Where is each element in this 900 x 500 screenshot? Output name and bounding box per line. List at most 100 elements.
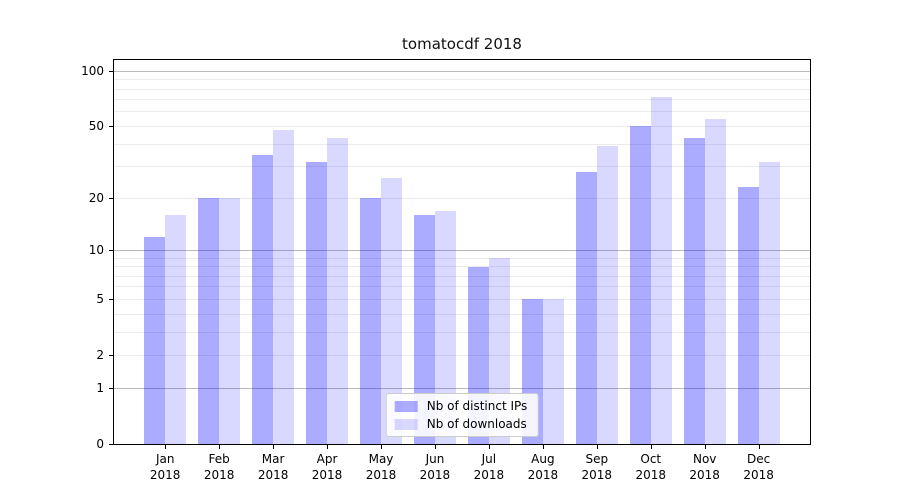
x-tick-jan	[165, 445, 167, 449]
legend-swatch-distinct-ips	[394, 400, 418, 412]
bar-jan-downloads	[165, 215, 187, 444]
x-tick-jun	[434, 445, 436, 449]
x-tick-label-jul: Jul 2018	[459, 452, 519, 483]
bar-nov-distinct-ips	[683, 138, 705, 444]
x-tick-label-year: 2018	[311, 467, 343, 482]
gridline-minor-60	[114, 111, 810, 113]
x-tick-label-year: 2018	[419, 467, 451, 482]
x-tick-label-month: Dec	[747, 452, 771, 466]
y-tick-2	[109, 354, 113, 356]
bar-sep-downloads	[596, 146, 618, 444]
x-tick-label-oct: Oct 2018	[621, 452, 681, 483]
legend-swatch-downloads	[394, 418, 418, 430]
legend-label-distinct-ips: Nb of distinct IPs	[426, 399, 528, 413]
bar-may-distinct-ips	[360, 198, 381, 444]
x-tick-dec	[758, 445, 760, 449]
x-tick-label-dec: Dec 2018	[729, 452, 789, 483]
gridline-minor-4	[114, 313, 810, 315]
x-tick-label-month: Feb	[208, 452, 230, 466]
x-tick-nov	[704, 445, 706, 449]
y-tick-label-2: 2	[96, 348, 104, 363]
gridline-minor-30	[114, 166, 810, 168]
y-tick-label-10: 10	[88, 243, 104, 258]
gridline-minor-7	[114, 275, 810, 277]
gridline-minor-5	[114, 298, 810, 300]
x-tick-label-month: Aug	[531, 452, 555, 466]
x-tick-label-month: Jan	[155, 452, 175, 466]
x-tick-aug	[542, 445, 544, 449]
gridline-minor-50	[114, 125, 810, 127]
bar-oct-downloads	[650, 97, 672, 444]
x-tick-label-month: May	[368, 452, 394, 466]
chart-title: tomatocdf 2018	[402, 35, 522, 53]
gridline-minor-3	[114, 331, 810, 333]
x-tick-label-month: Jun	[425, 452, 445, 466]
x-tick-label-year: 2018	[581, 467, 613, 482]
bar-apr-downloads	[327, 138, 349, 444]
x-tick-label-mar: Mar 2018	[243, 452, 303, 483]
y-tick-label-1: 1	[96, 381, 104, 395]
gridline-minor-80	[114, 88, 810, 90]
x-tick-label-month: Jul	[481, 452, 497, 466]
x-tick-label-aug: Aug 2018	[513, 452, 573, 483]
bar-aug-downloads	[542, 299, 564, 444]
y-tick-label-100: 100	[81, 64, 104, 79]
x-tick-label-jun: Jun 2018	[405, 452, 465, 483]
x-tick-jul	[488, 445, 490, 449]
bar-jun-downloads	[434, 210, 456, 444]
gridline-minor-70	[114, 99, 810, 101]
legend: Nb of distinct IPs Nb of downloads	[385, 393, 539, 437]
bar-mar-distinct-ips	[252, 154, 274, 444]
y-tick-label-20: 20	[88, 191, 104, 206]
x-tick-label-sep: Sep 2018	[567, 452, 627, 483]
x-tick-label-year: 2018	[743, 467, 774, 482]
bar-oct-distinct-ips	[629, 126, 651, 444]
y-tick-20	[109, 197, 113, 199]
x-tick-label-year: 2018	[203, 467, 235, 482]
bar-sep-distinct-ips	[575, 172, 597, 444]
x-tick-label-jan: Jan 2018	[135, 452, 195, 483]
y-tick-5	[109, 298, 113, 300]
bar-mar-downloads	[273, 129, 295, 444]
gridline-minor-40	[114, 143, 810, 145]
x-tick-oct	[650, 445, 652, 449]
gridline-minor-90	[114, 79, 810, 81]
x-tick-label-year: 2018	[365, 467, 397, 482]
legend-label-downloads: Nb of downloads	[426, 417, 527, 431]
x-tick-sep	[596, 445, 598, 449]
x-tick-may	[381, 445, 382, 449]
x-tick-label-month: Sep	[585, 452, 609, 466]
bar-may-downloads	[381, 177, 402, 444]
x-tick-feb	[219, 445, 221, 449]
y-tick-1	[109, 387, 113, 389]
gridline-minor-6	[114, 286, 810, 288]
y-tick-100	[109, 70, 113, 72]
bar-feb-downloads	[219, 198, 241, 444]
x-tick-apr	[327, 445, 329, 449]
x-tick-label-apr: Apr 2018	[297, 452, 357, 483]
x-tick-label-feb: Feb 2018	[189, 452, 249, 483]
gridline-major-100	[114, 70, 810, 72]
bar-jan-distinct-ips	[144, 236, 166, 444]
gridline-minor-2	[114, 354, 810, 356]
gridline-major-10	[114, 249, 810, 251]
y-tick-0	[109, 443, 113, 445]
y-tick-label-50: 50	[88, 119, 104, 134]
bar-jun-distinct-ips	[413, 215, 435, 444]
gridline-minor-8	[114, 266, 810, 268]
x-tick-label-year: 2018	[689, 467, 720, 482]
y-tick-10	[109, 249, 113, 251]
gridline-major-1	[114, 387, 810, 389]
bar-apr-distinct-ips	[306, 161, 328, 444]
bar-dec-distinct-ips	[737, 187, 759, 444]
bar-dec-downloads	[758, 161, 780, 444]
x-tick-label-month: Nov	[692, 452, 717, 466]
x-tick-label-month: Oct	[640, 452, 662, 466]
legend-item-distinct-ips: Nb of distinct IPs	[394, 399, 528, 413]
bar-nov-downloads	[704, 118, 726, 444]
x-tick-label-year: 2018	[527, 467, 559, 482]
gridline-minor-20	[114, 197, 810, 199]
x-tick-label-year: 2018	[473, 467, 505, 482]
gridline-minor-9	[114, 257, 810, 259]
x-tick-mar	[273, 445, 275, 449]
